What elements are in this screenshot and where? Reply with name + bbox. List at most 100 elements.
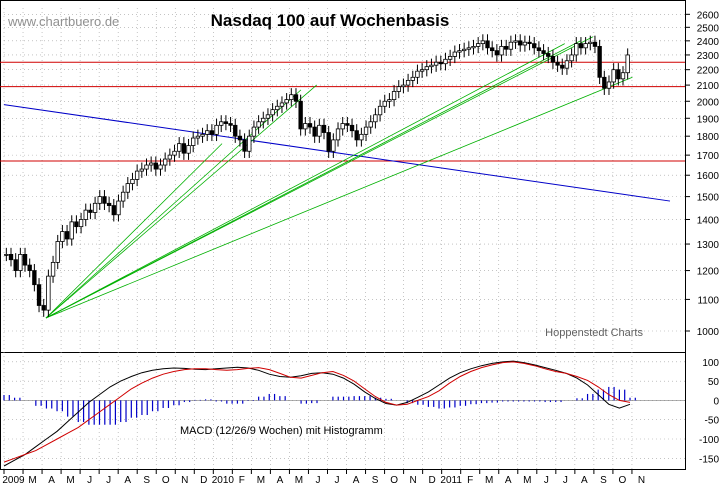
x-tick-label: A [581, 475, 588, 486]
candle-body [349, 124, 355, 132]
candle-body [8, 254, 14, 261]
chart-title: Nasdaq 100 auf Wochenbasis [211, 11, 450, 30]
candle-body [377, 105, 383, 116]
fan-line [45, 36, 594, 319]
candle-body [78, 219, 84, 228]
candle-body [499, 46, 504, 56]
price-tick-label: 1500 [697, 193, 720, 204]
candle-body [32, 270, 37, 286]
candle-body [4, 254, 9, 256]
macd-line [3, 360, 631, 467]
candle-body [125, 183, 130, 193]
x-tick-label: J [315, 475, 320, 486]
candle-body [195, 135, 201, 139]
x-tick-label: 2011 [440, 475, 462, 486]
candle-body [162, 158, 168, 166]
candle-body [116, 200, 121, 216]
macd-panel [3, 360, 685, 467]
candle-body [64, 231, 70, 240]
candle-body [560, 64, 565, 69]
candle-body [237, 135, 243, 141]
x-tick-label: D [200, 475, 207, 486]
candle-body [574, 43, 579, 56]
candle-body [158, 164, 163, 170]
x-tick-label: O [619, 475, 627, 486]
candle-body [223, 121, 229, 124]
x-tick-label: N [181, 475, 188, 486]
candle-body [55, 241, 60, 263]
candle-body [36, 284, 42, 306]
watermark: www.chartbuero.de [7, 14, 119, 29]
candle-body [69, 221, 74, 240]
x-tick-label: J [544, 475, 549, 486]
candle-body [494, 50, 500, 56]
candle-body [475, 43, 481, 47]
candle-body [368, 121, 373, 128]
candle-body [27, 264, 32, 271]
x-tick-label: A [48, 475, 55, 486]
candle-body [74, 221, 79, 228]
price-tick-label: 1900 [697, 114, 720, 125]
x-tick-label: A [353, 475, 360, 486]
fan-line [45, 143, 223, 319]
candle-body [191, 137, 196, 146]
candle-body [130, 178, 135, 185]
candle-body [321, 124, 327, 133]
source-note: Hoppenstedt Charts [545, 327, 643, 339]
candle-body [345, 123, 350, 126]
x-tick-label: S [143, 475, 150, 486]
candle-body [532, 43, 537, 49]
candle-body [522, 41, 528, 46]
candle-body [298, 100, 303, 130]
candle-body [340, 123, 345, 130]
candle-body [541, 50, 546, 54]
candle-body [588, 41, 593, 45]
candle-body [111, 205, 116, 216]
candle-body [186, 145, 191, 154]
candle-body [200, 133, 205, 137]
price-tick-label: 2400 [697, 37, 720, 48]
macd-panel-frame [0, 352, 686, 470]
x-tick-label: N [409, 475, 416, 486]
candle-body [92, 202, 98, 213]
price-tick-label: 2000 [697, 97, 720, 108]
candle-body [597, 46, 602, 78]
fan-line [45, 76, 633, 319]
candle-body [382, 100, 387, 107]
candle-body [401, 84, 406, 88]
candle-body [256, 121, 261, 128]
candle-body [275, 105, 280, 111]
x-tick-label: D [429, 475, 436, 486]
candle-body [461, 48, 467, 52]
fan-line [45, 43, 565, 319]
price-tick-label: 1200 [697, 267, 720, 278]
candle-body [438, 61, 443, 65]
x-tick-label: M [523, 475, 531, 486]
candle-body [270, 109, 275, 116]
x-tick-label: 2009 [2, 475, 25, 486]
candles [4, 34, 630, 317]
x-tick-label: S [600, 475, 607, 486]
price-tick-label: 1000 [697, 327, 720, 338]
x-tick-label: A [505, 475, 512, 486]
x-tick-label: M [66, 475, 74, 486]
signal-line [3, 361, 631, 463]
candle-body [550, 55, 556, 63]
candle-body [120, 191, 126, 202]
candle-body [289, 94, 294, 101]
candle-body [485, 40, 490, 49]
candle-body [354, 130, 359, 141]
candle-body [396, 86, 401, 92]
candle-body [219, 121, 224, 126]
candle-body [293, 94, 299, 102]
candle-body [331, 139, 336, 152]
candle-body [312, 126, 317, 137]
candle-body [373, 114, 378, 123]
candle-body [359, 133, 364, 141]
candle-body [153, 162, 159, 170]
candle-body [144, 164, 149, 170]
macd-tick-label: -100 [699, 435, 719, 446]
candle-body [214, 124, 219, 135]
x-tick-label: A [277, 475, 284, 486]
